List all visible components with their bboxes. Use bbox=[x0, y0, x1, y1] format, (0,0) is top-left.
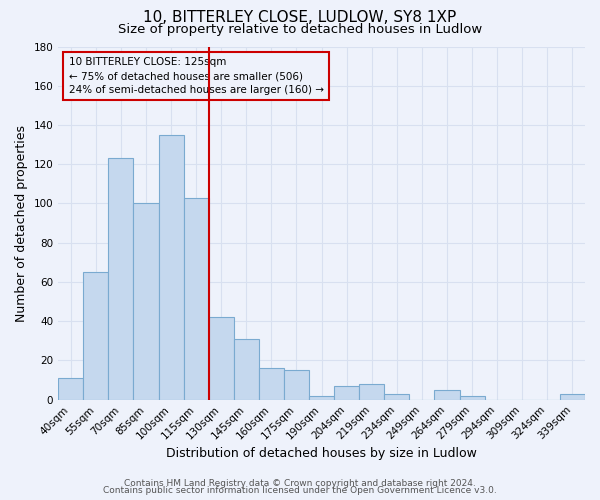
Bar bbox=[434, 390, 460, 400]
Bar bbox=[58, 378, 83, 400]
Text: 10 BITTERLEY CLOSE: 125sqm
← 75% of detached houses are smaller (506)
24% of sem: 10 BITTERLEY CLOSE: 125sqm ← 75% of deta… bbox=[69, 57, 324, 95]
Bar bbox=[284, 370, 309, 400]
Bar bbox=[334, 386, 359, 400]
Text: Contains HM Land Registry data © Crown copyright and database right 2024.: Contains HM Land Registry data © Crown c… bbox=[124, 478, 476, 488]
Text: 10, BITTERLEY CLOSE, LUDLOW, SY8 1XP: 10, BITTERLEY CLOSE, LUDLOW, SY8 1XP bbox=[143, 10, 457, 25]
Bar bbox=[158, 135, 184, 400]
Bar bbox=[385, 394, 409, 400]
Bar bbox=[460, 396, 485, 400]
Text: Contains public sector information licensed under the Open Government Licence v3: Contains public sector information licen… bbox=[103, 486, 497, 495]
Bar bbox=[83, 272, 109, 400]
X-axis label: Distribution of detached houses by size in Ludlow: Distribution of detached houses by size … bbox=[166, 447, 477, 460]
Bar bbox=[133, 204, 158, 400]
Bar bbox=[234, 339, 259, 400]
Bar bbox=[109, 158, 133, 400]
Bar bbox=[309, 396, 334, 400]
Bar bbox=[359, 384, 385, 400]
Bar bbox=[560, 394, 585, 400]
Y-axis label: Number of detached properties: Number of detached properties bbox=[15, 124, 28, 322]
Text: Size of property relative to detached houses in Ludlow: Size of property relative to detached ho… bbox=[118, 22, 482, 36]
Bar bbox=[184, 198, 209, 400]
Bar bbox=[209, 318, 234, 400]
Bar bbox=[259, 368, 284, 400]
